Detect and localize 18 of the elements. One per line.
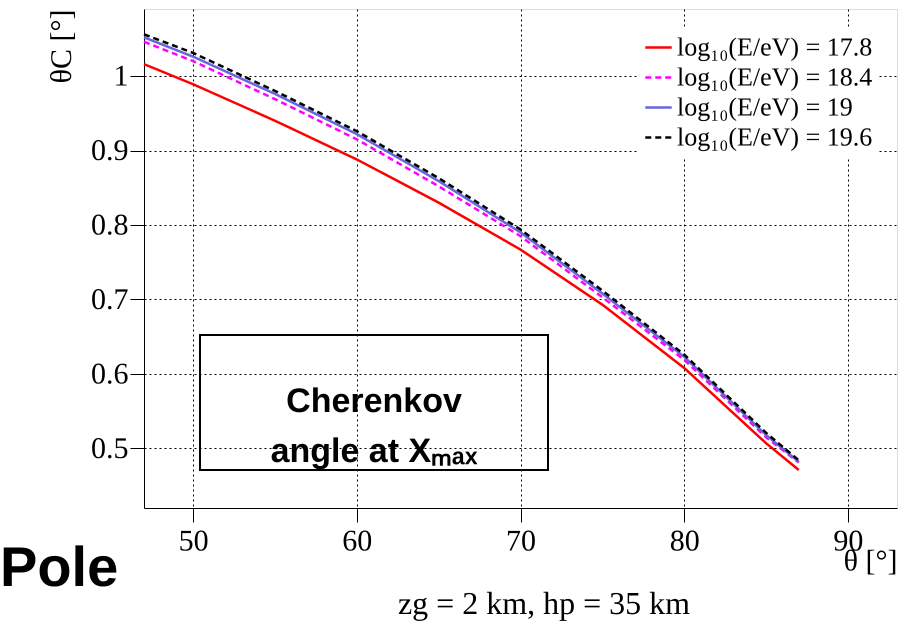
text: zg = 2 km, hp = 35 km	[398, 585, 690, 621]
y-tick-label: 1	[114, 60, 128, 93]
y-tick-label: 0.8	[91, 208, 128, 242]
y-tick-label: 0.5	[91, 432, 128, 465]
y-tick-label: 0.9	[91, 134, 128, 168]
x-tick-label: 70	[506, 524, 536, 558]
legend-label: log₁₀(E/eV) = 18.4	[677, 62, 872, 92]
legend-label: log₁₀(E/eV) = 19	[677, 92, 853, 122]
x-tick-label: 50	[178, 524, 209, 558]
y-axis-title: θC [°]	[45, 10, 78, 84]
legend-label: log₁₀(E/eV) = 17.8	[677, 32, 872, 62]
annotation: Cherenkov angle at Xₘₐₓ	[270, 382, 478, 470]
text: Pole	[0, 535, 118, 598]
y-tick-label: 0.6	[91, 357, 128, 390]
x-tick-label: 60	[342, 524, 372, 558]
y-tick-label: 0.7	[91, 282, 128, 316]
legend-label: log₁₀(E/eV) = 19.6	[677, 122, 872, 152]
x-tick-label: 80	[670, 524, 700, 558]
